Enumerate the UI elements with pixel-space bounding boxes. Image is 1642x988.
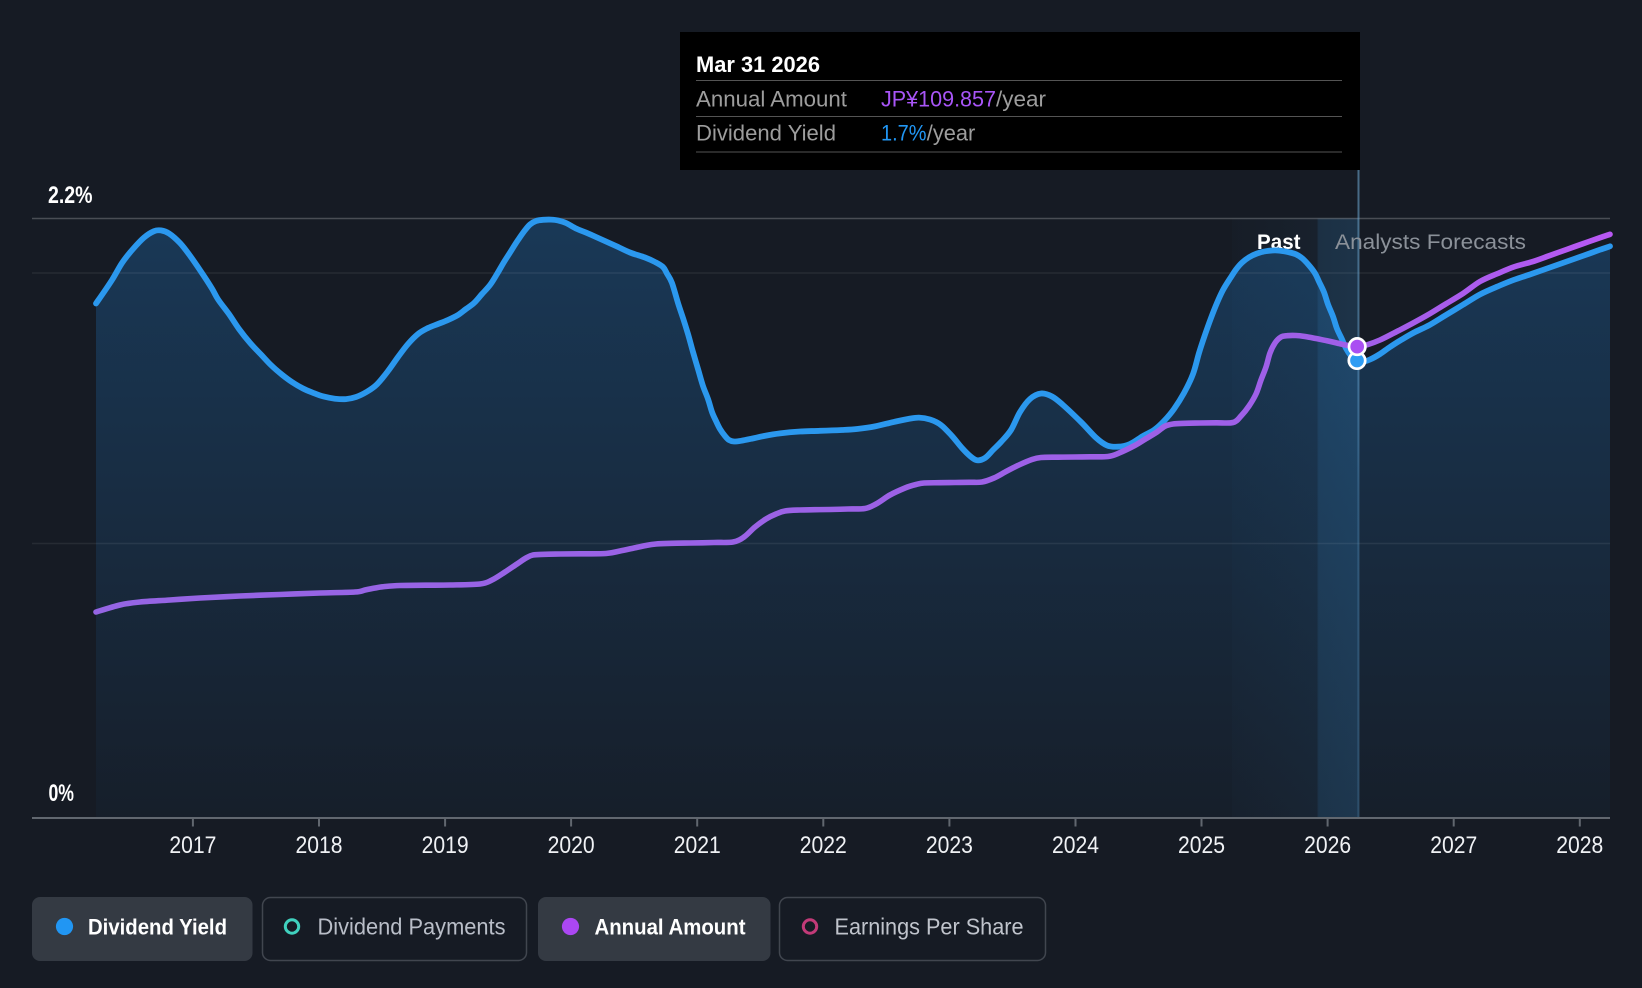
svg-text:2020: 2020 — [548, 832, 595, 859]
svg-text:JP¥109.857: JP¥109.857 — [881, 87, 996, 112]
svg-text:0%: 0% — [49, 780, 75, 807]
svg-text:Earnings Per Share: Earnings Per Share — [835, 914, 1024, 940]
svg-text:2019: 2019 — [422, 832, 469, 859]
svg-text:2026: 2026 — [1304, 832, 1351, 859]
svg-text:2.2%: 2.2% — [48, 182, 93, 209]
svg-text:Annual Amount: Annual Amount — [696, 87, 847, 112]
svg-text:Dividend Payments: Dividend Payments — [318, 914, 506, 940]
svg-text:2023: 2023 — [926, 832, 973, 859]
svg-text:Analysts Forecasts: Analysts Forecasts — [1335, 231, 1526, 254]
svg-text:2022: 2022 — [800, 832, 847, 859]
svg-text:2027: 2027 — [1430, 832, 1477, 859]
svg-text:2028: 2028 — [1556, 832, 1603, 859]
svg-text:2017: 2017 — [169, 832, 216, 859]
svg-text:/year: /year — [996, 87, 1046, 112]
svg-text:Dividend Yield: Dividend Yield — [696, 121, 836, 146]
svg-text:2025: 2025 — [1178, 832, 1225, 859]
svg-text:/year: /year — [927, 121, 976, 146]
svg-text:2024: 2024 — [1052, 832, 1099, 859]
svg-text:1.7%: 1.7% — [881, 121, 927, 146]
svg-text:2021: 2021 — [674, 832, 721, 859]
svg-text:2018: 2018 — [296, 832, 343, 859]
svg-text:Annual Amount: Annual Amount — [595, 915, 747, 940]
svg-text:Dividend Yield: Dividend Yield — [88, 915, 227, 940]
svg-text:Mar 31 2026: Mar 31 2026 — [696, 52, 820, 77]
